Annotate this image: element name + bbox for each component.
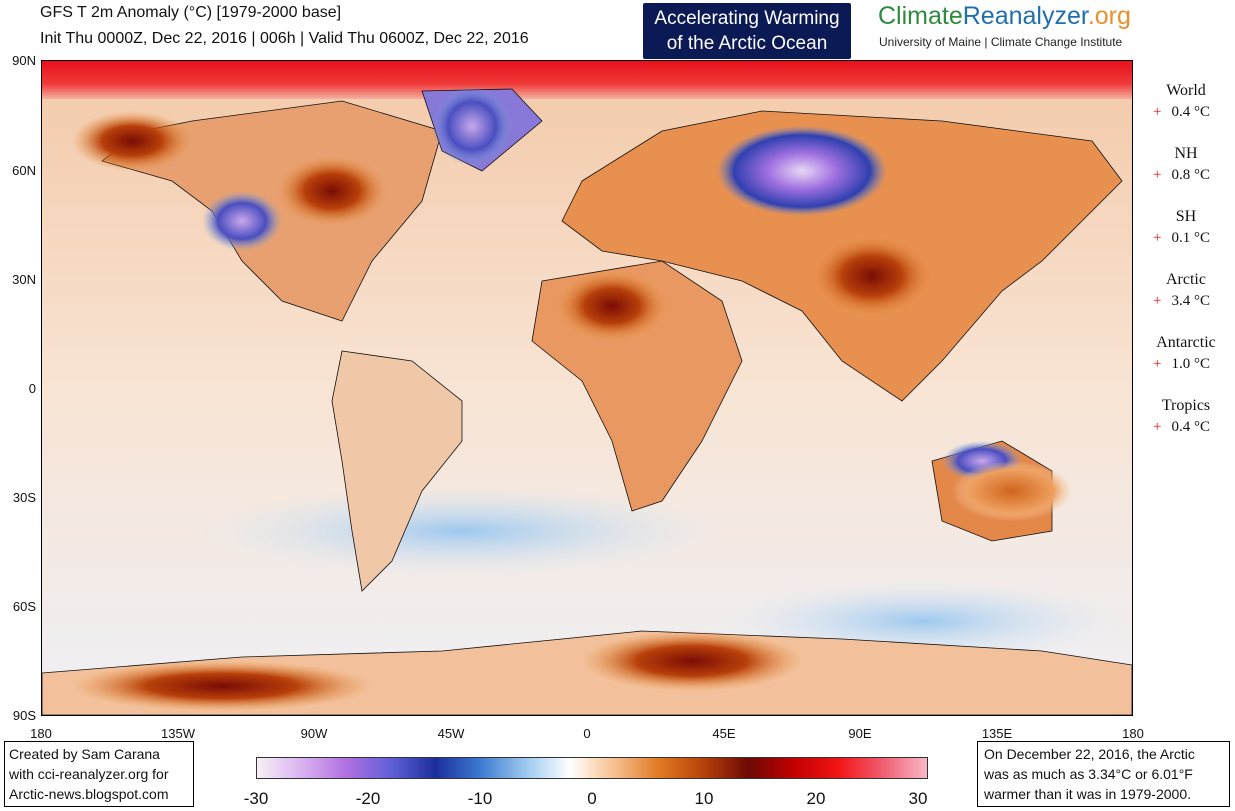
australia-warm-anomaly	[952, 461, 1072, 521]
colorbar	[256, 757, 928, 779]
lon-label-180e: 180	[1122, 726, 1144, 741]
lat-label-60n: 60N	[12, 163, 36, 178]
stat-name: Tropics	[1161, 397, 1211, 414]
lon-label-135w: 135W	[161, 726, 195, 741]
stat-name: Antarctic	[1156, 334, 1216, 351]
note-box: On December 22, 2016, the Arctic was as …	[977, 741, 1230, 807]
greenland-cold-anomaly	[432, 86, 512, 166]
stat-sign: +	[1153, 167, 1162, 183]
stat-value: 3.4 °C	[1171, 293, 1210, 309]
colorbar-tick: 0	[587, 789, 597, 808]
sahara-warm-anomaly	[557, 271, 667, 341]
antarctica-warm-anomaly	[582, 631, 802, 691]
stat-value: 0.4 °C	[1171, 104, 1210, 120]
note-line-2: was as much as 3.34°C or 6.01°F	[984, 766, 1193, 782]
stat-value: 1.0 °C	[1171, 356, 1210, 372]
stat-tropics: Tropics +0.4 °C	[1145, 397, 1235, 436]
canada-warm-anomaly	[277, 156, 387, 226]
banner-line-2: of the Arctic Ocean	[666, 33, 828, 54]
brand-part-2: Reanalyzer	[962, 2, 1088, 30]
lat-label-30s: 30S	[12, 490, 36, 505]
stat-sign: +	[1153, 104, 1162, 120]
colorbar-tick: 20	[806, 789, 826, 808]
credit-box: Created by Sam Carana with cci-reanalyze…	[4, 741, 194, 807]
colorbar-tick: -20	[355, 789, 381, 808]
headline-banner: Accelerating Warming of the Arctic Ocean	[643, 3, 851, 59]
lon-label-135e: 135E	[981, 726, 1013, 741]
arctic-warm-band	[42, 61, 1132, 99]
colorbar-tick: 30	[908, 789, 928, 808]
lat-label-90n: 90N	[12, 53, 36, 68]
north-america-cold-anomaly	[202, 191, 282, 251]
stat-arctic: Arctic +3.4 °C	[1145, 271, 1235, 310]
brand-part-1: Climate	[878, 2, 963, 30]
brand-logo[interactable]: ClimateReanalyzer.org	[878, 2, 1131, 31]
stat-value: 0.1 °C	[1171, 230, 1210, 246]
lat-label-30n: 30N	[12, 272, 36, 287]
siberia-cold-anomaly	[717, 126, 887, 216]
stat-sign: +	[1153, 419, 1162, 435]
southern-ocean-cool	[202, 486, 722, 576]
map-subtitle: Init Thu 0000Z, Dec 22, 2016 | 006h | Va…	[40, 30, 529, 47]
brand-part-3: .org	[1087, 2, 1131, 30]
stat-name: World	[1166, 82, 1206, 99]
note-line-1: On December 22, 2016, the Arctic	[984, 746, 1195, 762]
stat-value: 0.4 °C	[1171, 419, 1210, 435]
colorbar-tick: 10	[694, 789, 714, 808]
anomaly-map[interactable]	[41, 60, 1133, 716]
colorbar-tick: -30	[243, 789, 269, 808]
stat-world: World +0.4 °C	[1145, 82, 1235, 121]
stat-sign: +	[1153, 293, 1162, 309]
lon-label-45e: 45E	[712, 726, 736, 741]
lat-label-equator: 0	[28, 381, 36, 396]
lat-label-60s: 60S	[12, 599, 36, 614]
note-line-3: warmer than it was in 1979-2000.	[984, 786, 1191, 802]
lon-label-0: 0	[583, 726, 591, 741]
lon-label-90w: 90W	[300, 726, 328, 741]
stat-value: 0.8 °C	[1171, 167, 1210, 183]
banner-line-1: Accelerating Warming	[654, 8, 840, 29]
colorbar-tick: -10	[467, 789, 493, 808]
stat-name: SH	[1175, 208, 1197, 225]
stat-sh: SH +0.1 °C	[1145, 208, 1235, 247]
credit-line-3: Arctic-news.blogspot.com	[9, 786, 169, 802]
stat-antarctic: Antarctic +1.0 °C	[1145, 334, 1235, 373]
lon-label-180w: 180	[30, 726, 52, 741]
west-antarctica-warm-anomaly	[72, 661, 372, 711]
brand-subtitle: University of Maine | Climate Change Ins…	[879, 35, 1123, 49]
lon-label-90e: 90E	[848, 726, 872, 741]
stat-name: Arctic	[1166, 271, 1206, 288]
tibet-warm-anomaly	[812, 236, 932, 316]
lon-label-45w: 45W	[437, 726, 465, 741]
south-america-shape	[331, 350, 463, 592]
map-title: GFS T 2m Anomaly (°C) [1979-2000 base]	[40, 4, 342, 21]
stat-nh: NH +0.8 °C	[1145, 145, 1235, 184]
stat-sign: +	[1153, 356, 1162, 372]
alaska-warm-anomaly	[72, 111, 192, 171]
stat-name: NH	[1174, 145, 1198, 162]
credit-line-1: Created by Sam Carana	[9, 746, 160, 762]
stat-sign: +	[1153, 230, 1162, 246]
credit-line-2: with cci-reanalyzer.org for	[9, 766, 169, 782]
lat-label-90s: 90S	[12, 708, 36, 723]
map-canvas	[42, 61, 1132, 715]
